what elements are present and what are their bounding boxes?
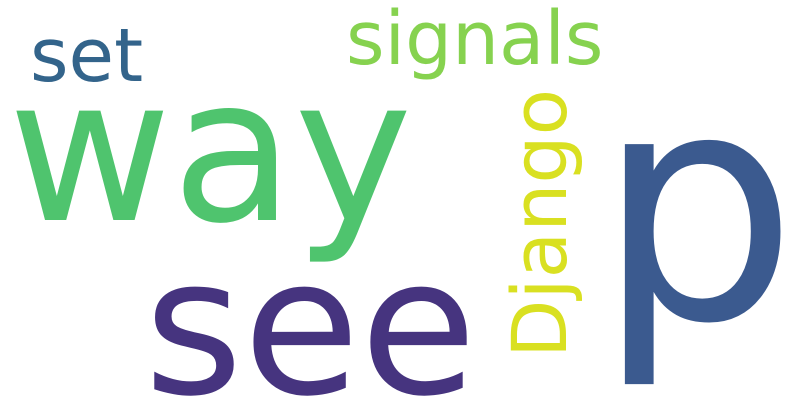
word-django: Django bbox=[495, 89, 584, 358]
word-p: p bbox=[596, 23, 798, 393]
word-see: see bbox=[144, 217, 477, 400]
word-signals: signals bbox=[346, 0, 603, 82]
word-set: set bbox=[30, 13, 143, 99]
word-way: way bbox=[8, 35, 413, 268]
